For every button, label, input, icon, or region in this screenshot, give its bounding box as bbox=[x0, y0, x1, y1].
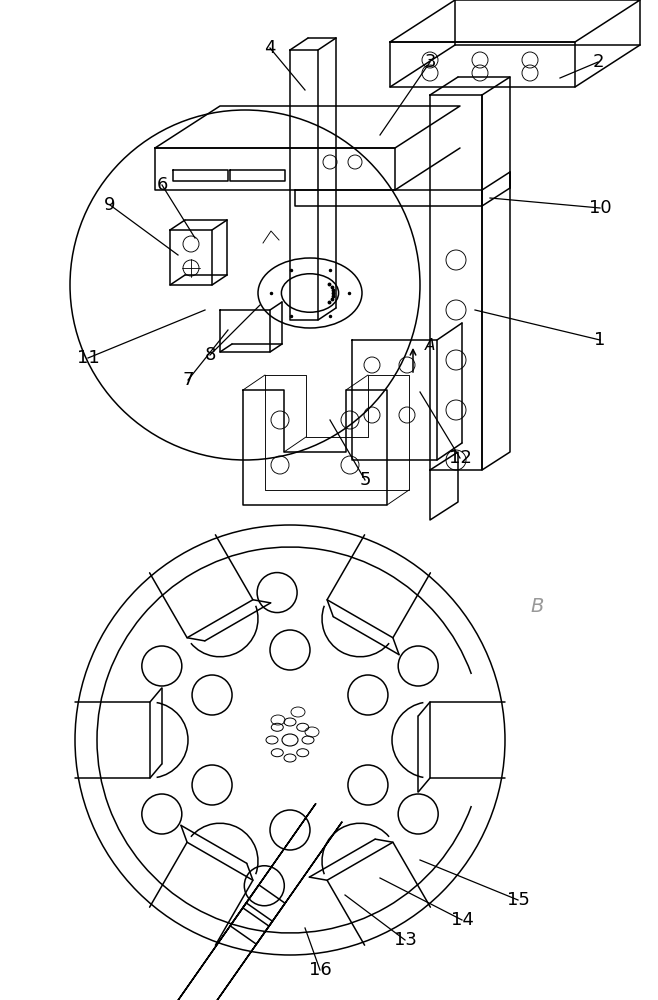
Text: 15: 15 bbox=[507, 891, 530, 909]
Text: 11: 11 bbox=[76, 349, 99, 367]
Text: 13: 13 bbox=[393, 931, 417, 949]
Text: 12: 12 bbox=[449, 449, 471, 467]
Text: A: A bbox=[425, 338, 436, 353]
Text: 9: 9 bbox=[104, 196, 116, 214]
Text: 6: 6 bbox=[157, 176, 168, 194]
Text: 4: 4 bbox=[265, 39, 276, 57]
Text: B: B bbox=[530, 597, 544, 616]
Text: 5: 5 bbox=[359, 471, 370, 489]
Text: 10: 10 bbox=[589, 199, 611, 217]
Text: 1: 1 bbox=[594, 331, 605, 349]
Text: 3: 3 bbox=[424, 53, 436, 71]
Text: 7: 7 bbox=[182, 371, 193, 389]
Text: 14: 14 bbox=[451, 911, 474, 929]
Text: 16: 16 bbox=[309, 961, 332, 979]
Text: 2: 2 bbox=[592, 53, 604, 71]
Text: 8: 8 bbox=[205, 346, 216, 364]
